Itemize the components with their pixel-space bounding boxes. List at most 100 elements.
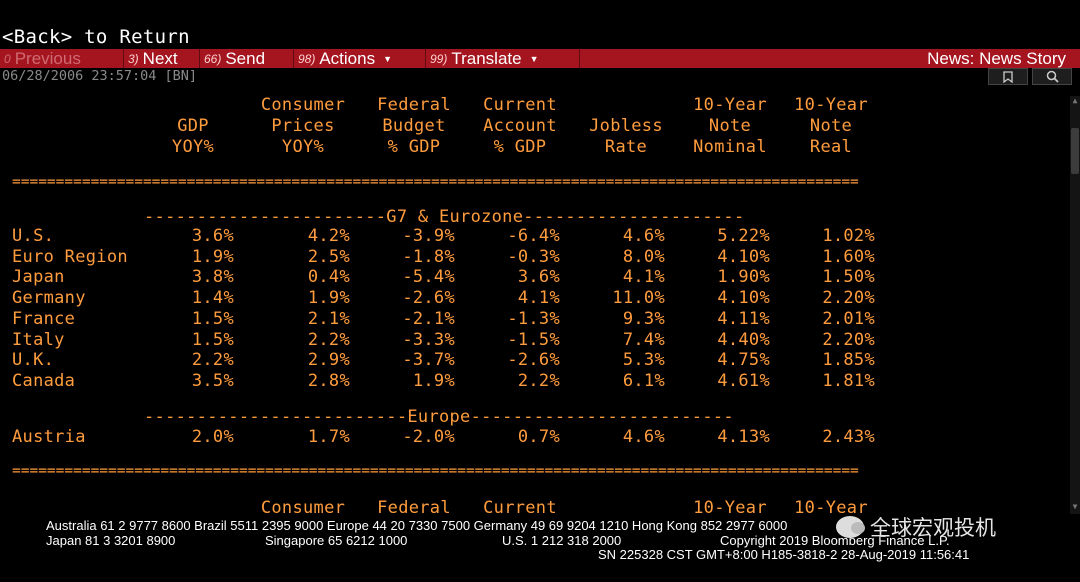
country-cell: Canada bbox=[12, 370, 76, 391]
nominal-cell: 4.40% bbox=[717, 329, 770, 350]
translate-number: 99) bbox=[430, 51, 448, 66]
real-cell: 2.20% bbox=[822, 288, 875, 309]
previous-button[interactable]: 0 Previous bbox=[0, 49, 124, 68]
jobless-cell: 9.3% bbox=[622, 308, 665, 329]
menu-bar: 0 Previous 3) Next 66) Send 98) Actions … bbox=[0, 49, 1080, 68]
repeat-header-budget: Federal bbox=[377, 498, 451, 518]
country-cell: U.S. bbox=[12, 226, 55, 246]
cpi-cell: 4.2% bbox=[307, 226, 350, 246]
gdp-cell: 1.5% bbox=[191, 329, 234, 350]
header-nominal-1: 10-Year bbox=[693, 95, 767, 115]
country-cell: Italy bbox=[12, 329, 65, 350]
jobless-cell: 6.1% bbox=[622, 370, 665, 391]
scrollbar-thumb[interactable] bbox=[1071, 128, 1079, 174]
header-nominal-3: Nominal bbox=[693, 137, 767, 157]
gdp-cell: 1.5% bbox=[191, 308, 234, 329]
actions-label: Actions bbox=[319, 48, 376, 68]
header-gdp-3: YOY% bbox=[171, 137, 215, 157]
header-cpi-2: Prices bbox=[271, 116, 335, 136]
budget-cell: -3.3% bbox=[402, 329, 455, 350]
current-cell: 4.1% bbox=[517, 288, 560, 309]
actions-number: 98) bbox=[298, 51, 316, 66]
budget-cell: 1.9% bbox=[412, 370, 455, 391]
jobless-cell: 8.0% bbox=[622, 246, 665, 267]
nominal-cell: 4.11% bbox=[717, 308, 770, 329]
current-cell: -2.6% bbox=[507, 350, 560, 371]
repeat-header-current: Current bbox=[483, 498, 557, 518]
bookmark-icon bbox=[1003, 70, 1013, 83]
divider-rule: ========================================… bbox=[12, 174, 859, 190]
real-cell: 2.20% bbox=[822, 329, 875, 350]
current-cell: -1.3% bbox=[507, 308, 560, 329]
real-cell: 1.81% bbox=[822, 370, 875, 391]
next-button[interactable]: 3) Next bbox=[124, 49, 200, 68]
nominal-cell: 4.75% bbox=[717, 350, 770, 371]
previous-label: Previous bbox=[14, 48, 81, 68]
previous-number: 0 bbox=[4, 51, 11, 66]
nominal-cell: 4.10% bbox=[717, 246, 770, 267]
back-to-return-prompt[interactable]: <Back> to Return bbox=[2, 26, 190, 48]
news-story-label: News: News Story bbox=[927, 48, 1066, 68]
bookmark-button[interactable] bbox=[988, 68, 1028, 85]
nominal-cell: 1.90% bbox=[717, 267, 770, 288]
footer-japan-contact: Japan 81 3 3201 8900 bbox=[46, 533, 176, 548]
real-cell: 2.43% bbox=[822, 427, 875, 447]
gdp-cell: 1.4% bbox=[191, 288, 234, 309]
nominal-cell: 4.13% bbox=[717, 427, 770, 447]
cpi-cell: 2.8% bbox=[307, 370, 350, 391]
nominal-cell: 4.61% bbox=[717, 370, 770, 391]
header-nominal-2: Note bbox=[708, 116, 752, 136]
repeat-header-nominal: 10-Year bbox=[693, 498, 767, 518]
search-icon bbox=[1046, 70, 1059, 83]
nominal-cell: 4.10% bbox=[717, 288, 770, 309]
send-button[interactable]: 66) Send bbox=[200, 49, 294, 68]
divider-rule-bottom: ========================================… bbox=[12, 463, 859, 479]
translate-caret-down-icon: ▼ bbox=[529, 53, 539, 64]
section-title-europe: -------------------------Europe---------… bbox=[144, 407, 734, 427]
scroll-down-arrow-icon[interactable]: ▼ bbox=[1072, 502, 1078, 511]
jobless-cell: 5.3% bbox=[622, 350, 665, 371]
jobless-cell: 4.6% bbox=[622, 427, 665, 447]
country-cell: U.K. bbox=[12, 350, 55, 371]
budget-cell: -3.7% bbox=[402, 350, 455, 371]
country-cell: Euro Region bbox=[12, 246, 128, 267]
header-jobless-3: Rate bbox=[604, 137, 648, 157]
country-cell: Austria bbox=[12, 427, 86, 447]
header-real-2: Note bbox=[809, 116, 853, 136]
search-button[interactable] bbox=[1032, 68, 1072, 85]
real-cell: 2.01% bbox=[822, 308, 875, 329]
scroll-up-arrow-icon[interactable]: ▲ bbox=[1072, 96, 1078, 105]
watermark-text: 全球宏观投机 bbox=[870, 516, 996, 540]
header-current-2: Account bbox=[483, 116, 557, 136]
scrollbar-track[interactable] bbox=[1070, 96, 1080, 514]
jobless-cell: 4.1% bbox=[622, 267, 665, 288]
send-number: 66) bbox=[204, 51, 222, 66]
story-header-bar: 06/28/2006 23:57:04 [BN] bbox=[0, 68, 1080, 85]
budget-cell: -2.1% bbox=[402, 308, 455, 329]
footer-contact-line-1: Australia 61 2 9777 8600 Brazil 5511 239… bbox=[46, 518, 788, 533]
budget-cell: -3.9% bbox=[402, 226, 455, 246]
jobless-cell: 11.0% bbox=[612, 288, 665, 309]
cpi-cell: 1.9% bbox=[307, 288, 350, 309]
header-budget-2: Budget bbox=[382, 116, 446, 136]
gdp-cell: 2.0% bbox=[191, 427, 234, 447]
header-cpi-1: Consumer bbox=[260, 95, 346, 115]
current-cell: 0.7% bbox=[517, 427, 560, 447]
country-cell: France bbox=[12, 308, 76, 329]
story-timestamp: 06/28/2006 23:57:04 [BN] bbox=[2, 68, 198, 84]
real-cell: 1.50% bbox=[822, 267, 875, 288]
gdp-cell: 3.8% bbox=[191, 267, 234, 288]
header-gdp-2: GDP bbox=[177, 116, 209, 136]
gdp-cell: 3.5% bbox=[191, 370, 234, 391]
translate-menu-button[interactable]: 99) Translate ▼ bbox=[426, 49, 580, 68]
current-cell: 3.6% bbox=[517, 267, 560, 288]
terminal-footer: Australia 61 2 9777 8600 Brazil 5511 239… bbox=[0, 516, 1080, 582]
repeat-header-real: 10-Year bbox=[794, 498, 868, 518]
jobless-cell: 7.4% bbox=[622, 329, 665, 350]
actions-menu-button[interactable]: 98) Actions ▼ bbox=[294, 49, 426, 68]
real-cell: 1.60% bbox=[822, 246, 875, 267]
country-cell: Japan bbox=[12, 267, 65, 288]
budget-cell: -1.8% bbox=[402, 246, 455, 267]
country-cell: Germany bbox=[12, 288, 86, 309]
header-real-1: 10-Year bbox=[794, 95, 868, 115]
